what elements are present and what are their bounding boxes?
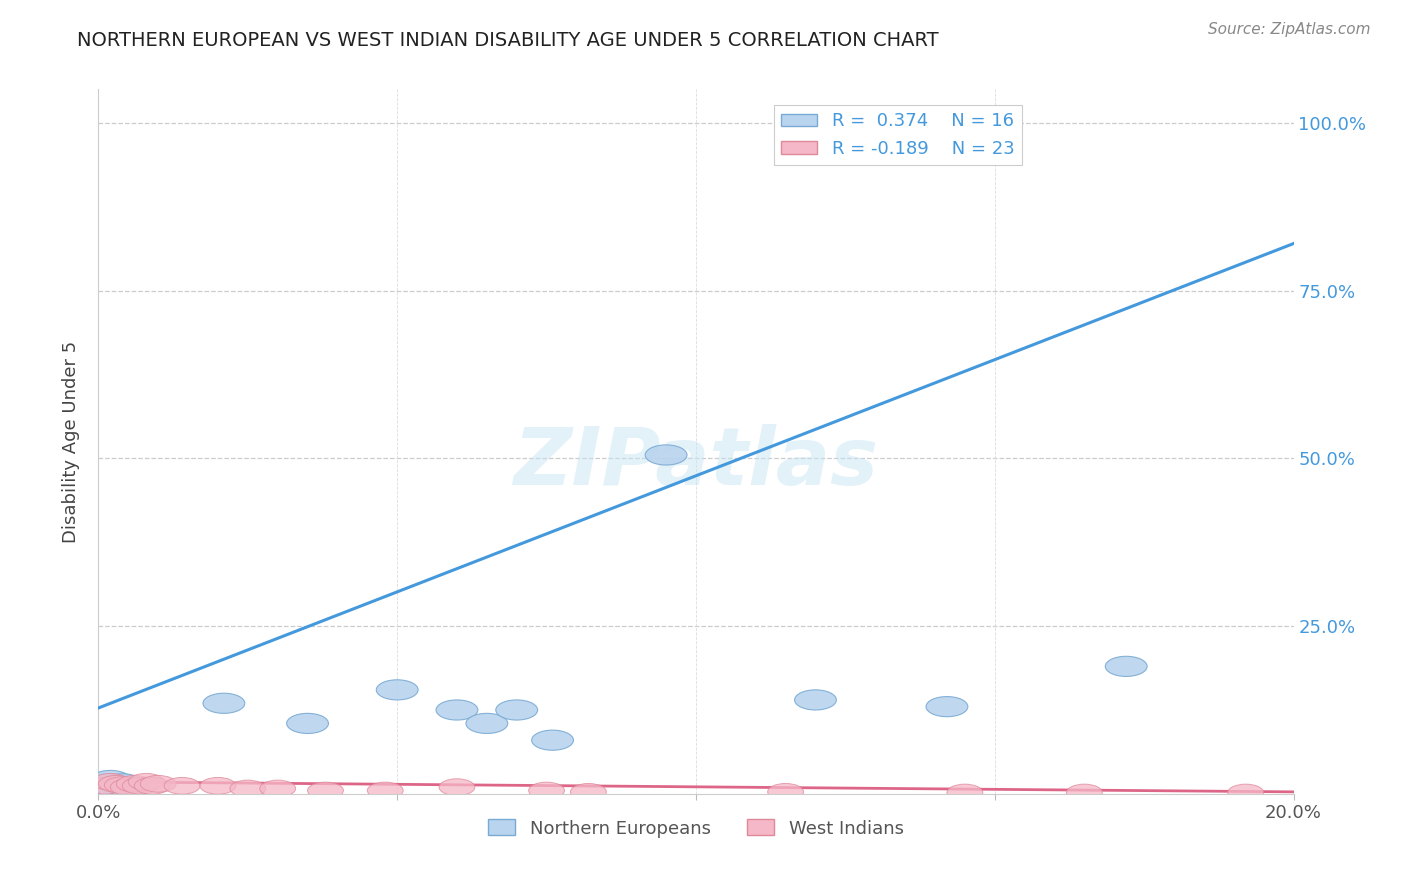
Text: ZIPatlas: ZIPatlas: [513, 424, 879, 501]
Ellipse shape: [200, 778, 236, 794]
Ellipse shape: [367, 782, 404, 799]
Text: NORTHERN EUROPEAN VS WEST INDIAN DISABILITY AGE UNDER 5 CORRELATION CHART: NORTHERN EUROPEAN VS WEST INDIAN DISABIL…: [77, 31, 939, 50]
Ellipse shape: [308, 782, 343, 799]
Ellipse shape: [165, 778, 200, 794]
Ellipse shape: [231, 780, 266, 797]
Ellipse shape: [96, 777, 138, 797]
Ellipse shape: [128, 773, 165, 790]
Ellipse shape: [948, 784, 983, 801]
Ellipse shape: [439, 779, 475, 796]
Text: Source: ZipAtlas.com: Source: ZipAtlas.com: [1208, 22, 1371, 37]
Ellipse shape: [571, 783, 606, 800]
Ellipse shape: [1105, 657, 1147, 676]
Ellipse shape: [531, 731, 574, 750]
Ellipse shape: [202, 693, 245, 714]
Ellipse shape: [83, 773, 125, 794]
Ellipse shape: [93, 773, 128, 790]
Ellipse shape: [101, 773, 143, 794]
Ellipse shape: [377, 680, 418, 700]
Ellipse shape: [529, 782, 565, 799]
Ellipse shape: [117, 775, 152, 792]
Ellipse shape: [436, 700, 478, 720]
Ellipse shape: [465, 714, 508, 733]
Ellipse shape: [110, 779, 146, 796]
Legend: Northern Europeans, West Indians: Northern Europeans, West Indians: [481, 812, 911, 845]
Ellipse shape: [1067, 784, 1102, 801]
Ellipse shape: [768, 783, 804, 800]
Ellipse shape: [107, 777, 149, 797]
Ellipse shape: [98, 775, 135, 792]
Ellipse shape: [794, 690, 837, 710]
Ellipse shape: [141, 775, 176, 792]
Ellipse shape: [927, 697, 967, 716]
Ellipse shape: [90, 771, 131, 790]
Ellipse shape: [135, 778, 170, 794]
Ellipse shape: [260, 780, 295, 797]
Ellipse shape: [496, 700, 537, 720]
Ellipse shape: [1227, 784, 1264, 801]
Ellipse shape: [645, 445, 688, 465]
Ellipse shape: [87, 778, 122, 794]
Ellipse shape: [287, 714, 329, 733]
Ellipse shape: [104, 777, 141, 794]
Y-axis label: Disability Age Under 5: Disability Age Under 5: [62, 341, 80, 542]
Ellipse shape: [122, 778, 159, 794]
